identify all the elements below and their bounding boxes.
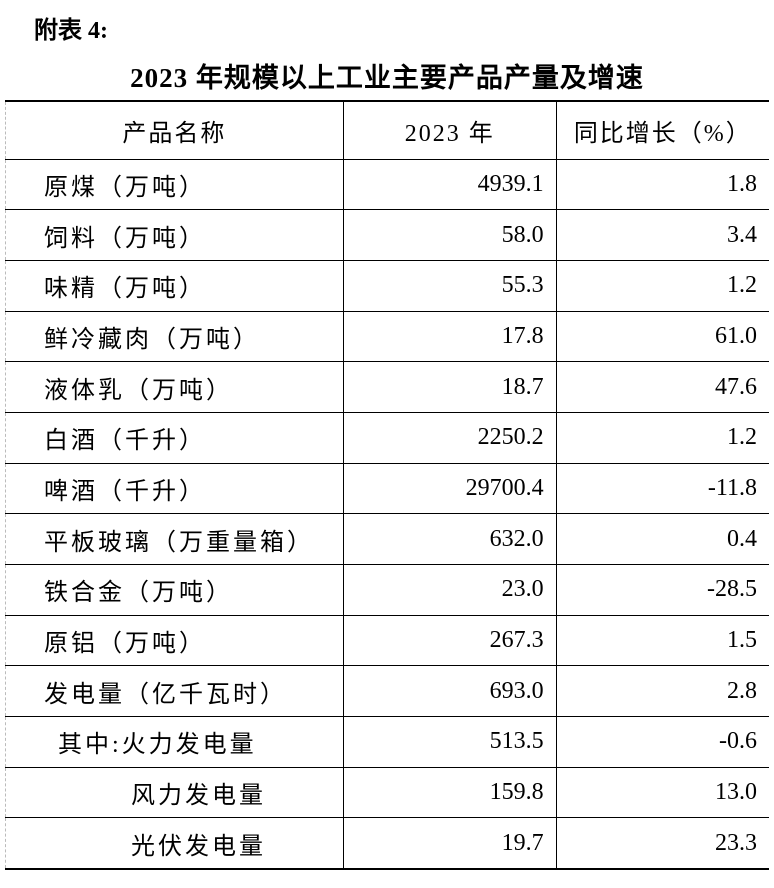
product-name: 光伏发电量 <box>5 817 344 870</box>
table-label: 附表 4: <box>34 18 108 44</box>
table-row: 味精（万吨） 55.3 1.2 <box>5 259 769 312</box>
value-cell: 513.5 <box>342 716 557 768</box>
value-cell: 23.3 <box>555 817 769 870</box>
table-row: 其中:火力发电量 513.5 -0.6 <box>5 716 769 768</box>
value-cell: 61.0 <box>555 310 769 363</box>
value-cell: 4939.1 <box>342 158 557 211</box>
value-cell: 632.0 <box>342 513 557 565</box>
product-name: 平板玻璃（万重量箱） <box>5 513 344 565</box>
table-row: 平板玻璃（万重量箱） 632.0 0.4 <box>5 513 769 565</box>
column-header: 产品名称 <box>5 100 344 160</box>
value-cell: 3.4 <box>555 209 769 261</box>
table-body: 原煤（万吨） 4939.1 1.8 饲料（万吨） 58.0 3.4 味精（万吨） 55.3 1.… <box>5 158 769 870</box>
product-name: 啤酒（千升） <box>5 462 344 515</box>
table-row: 原铝（万吨） 267.3 1.5 <box>5 614 769 667</box>
value-cell: 17.8 <box>342 310 557 363</box>
table-row: 原煤（万吨） 4939.1 1.8 <box>5 158 769 211</box>
product-name: 鲜冷藏肉（万吨） <box>5 310 344 363</box>
table-row: 饲料（万吨） 58.0 3.4 <box>5 209 769 261</box>
product-name: 其中:火力发电量 <box>5 716 344 768</box>
product-name: 原煤（万吨） <box>5 158 344 211</box>
header-row: 产品名称 2023 年同比增长（%） <box>5 100 769 160</box>
value-cell: 0.4 <box>555 513 769 565</box>
product-name: 饲料（万吨） <box>5 209 344 261</box>
value-cell: -28.5 <box>555 564 769 616</box>
value-cell: 1.8 <box>555 158 769 211</box>
value-cell: 267.3 <box>342 614 557 667</box>
value-cell: -11.8 <box>555 462 769 515</box>
value-cell: 693.0 <box>342 665 557 718</box>
table-row: 鲜冷藏肉（万吨） 17.8 61.0 <box>5 310 769 363</box>
product-name: 铁合金（万吨） <box>5 564 344 616</box>
table-row: 白酒（千升） 2250.2 1.2 <box>5 411 769 464</box>
value-cell: 13.0 <box>555 766 769 819</box>
product-name: 风力发电量 <box>5 766 344 819</box>
value-cell: 19.7 <box>342 817 557 870</box>
product-name: 味精（万吨） <box>5 259 344 312</box>
table-row: 啤酒（千升） 29700.4 -11.8 <box>5 462 769 515</box>
value-cell: 18.7 <box>342 361 557 413</box>
product-name: 发电量（亿千瓦时） <box>5 665 344 718</box>
column-header: 2023 年 <box>342 100 557 160</box>
value-cell: 55.3 <box>342 259 557 312</box>
value-cell: 29700.4 <box>342 462 557 515</box>
value-cell: 47.6 <box>555 361 769 413</box>
column-header: 同比增长（%） <box>555 100 769 160</box>
value-cell: 2.8 <box>555 665 769 718</box>
value-cell: 159.8 <box>342 766 557 819</box>
value-cell: 58.0 <box>342 209 557 261</box>
data-table: 产品名称 2023 年同比增长（%） 原煤（万吨） 4939.1 1.8 饲料（万吨） 5… <box>5 100 769 870</box>
value-cell: -0.6 <box>555 716 769 768</box>
value-cell: 23.0 <box>342 564 557 616</box>
table-row: 风力发电量 159.8 13.0 <box>5 766 769 819</box>
value-cell: 1.5 <box>555 614 769 667</box>
table-row: 液体乳（万吨） 18.7 47.6 <box>5 361 769 413</box>
value-cell: 2250.2 <box>342 411 557 464</box>
table-row: 铁合金（万吨） 23.0 -28.5 <box>5 564 769 616</box>
product-name: 液体乳（万吨） <box>5 361 344 413</box>
product-name: 白酒（千升） <box>5 411 344 464</box>
table-row: 光伏发电量 19.7 23.3 <box>5 817 769 870</box>
table-row: 发电量（亿千瓦时） 693.0 2.8 <box>5 665 769 718</box>
table-title: 2023 年规模以上工业主要产品产量及增速 <box>130 63 644 93</box>
value-cell: 1.2 <box>555 259 769 312</box>
product-name: 原铝（万吨） <box>5 614 344 667</box>
value-cell: 1.2 <box>555 411 769 464</box>
